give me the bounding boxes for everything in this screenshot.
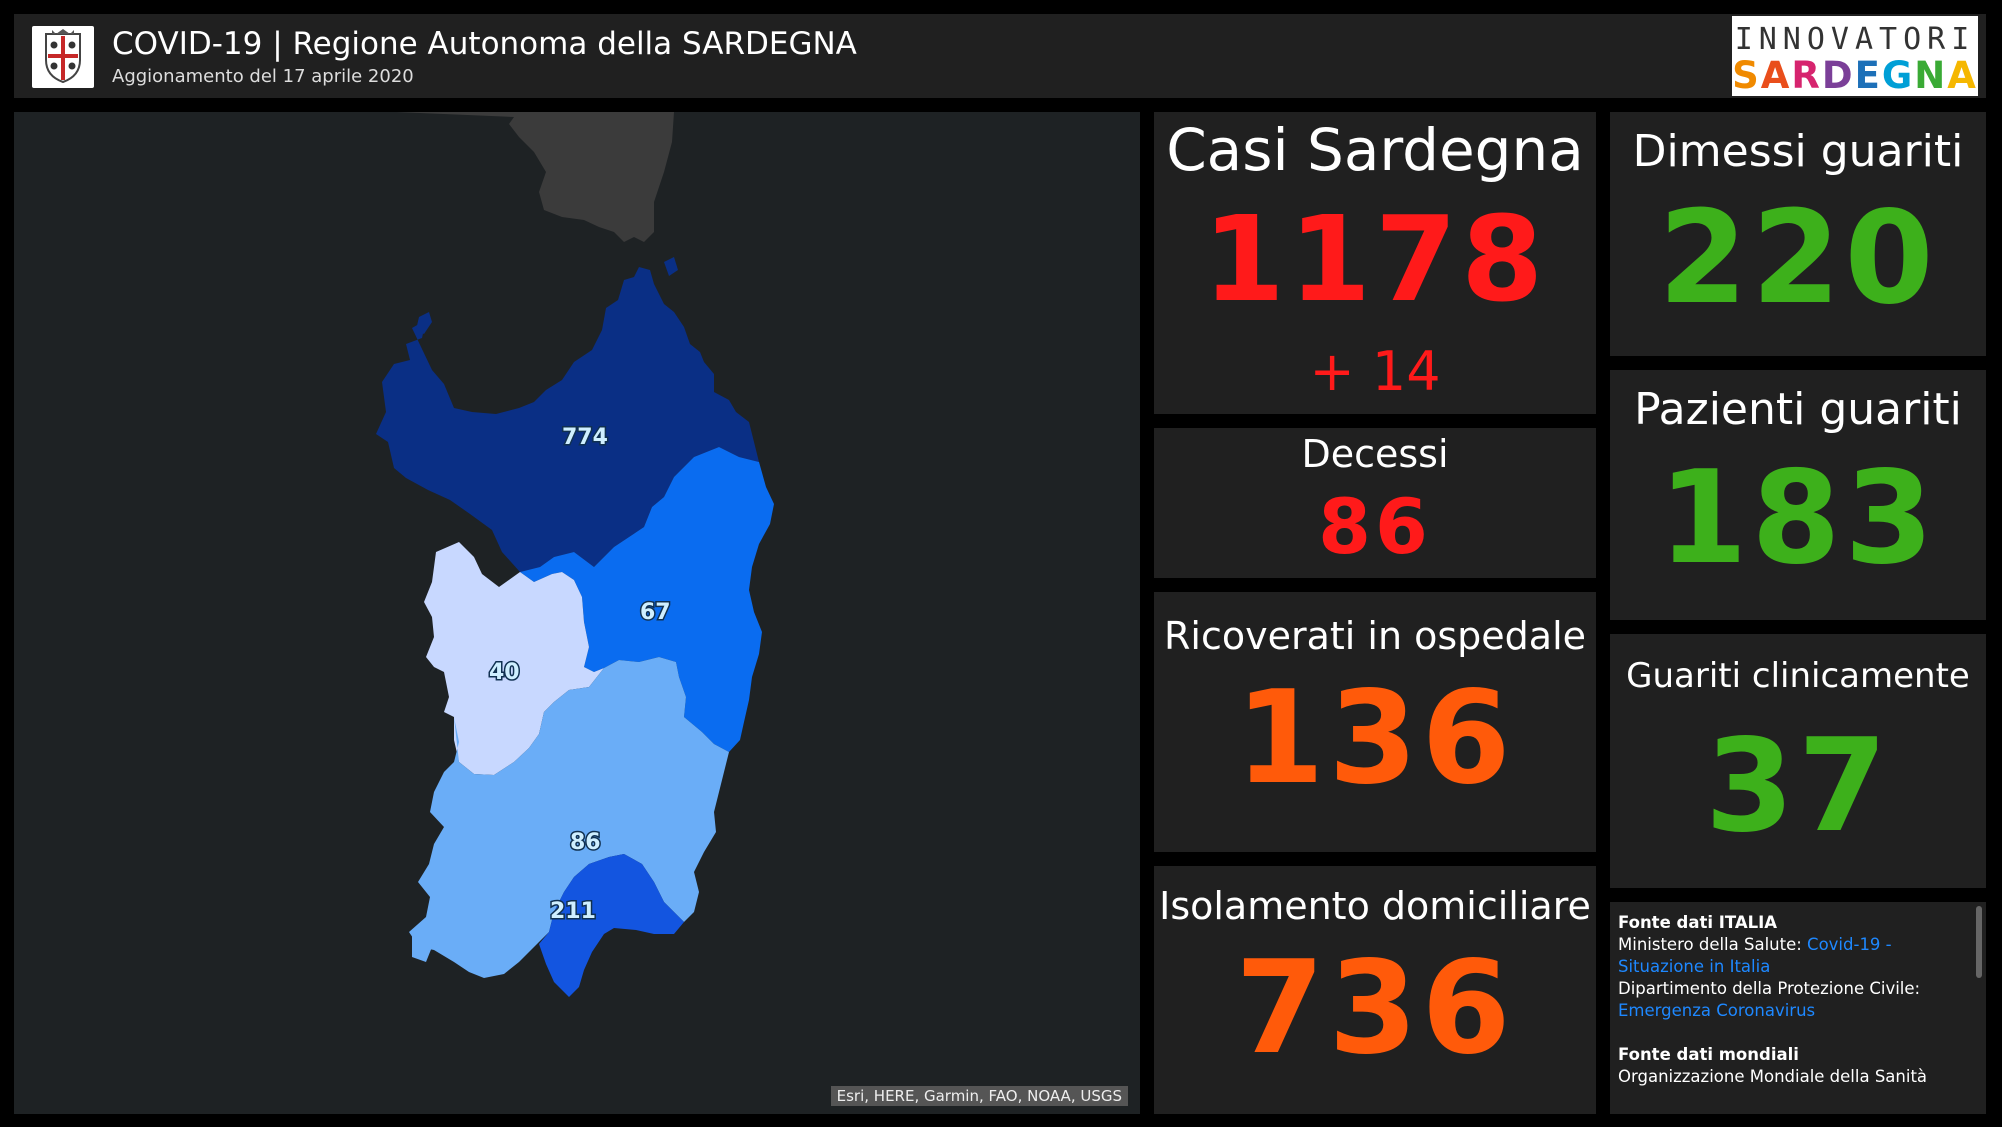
card-dimessi-value: 220 bbox=[1658, 184, 1938, 333]
map-label-oristano: 40 bbox=[489, 660, 520, 685]
card-casi-value: 1178 bbox=[1202, 190, 1548, 328]
logo-line-2: SARDEGNA bbox=[1732, 54, 1978, 97]
province-sud-sardegna[interactable] bbox=[409, 657, 729, 978]
card-casi-label: Casi Sardegna bbox=[1166, 116, 1584, 184]
card-clinicamente-label: Guariti clinicamente bbox=[1626, 656, 1970, 696]
fonte-italia-title: Fonte dati ITALIA bbox=[1618, 913, 1778, 932]
logo-line-1: INNOVATORI bbox=[1734, 22, 1976, 57]
update-date: Aggionamento del 17 aprile 2020 bbox=[112, 66, 414, 87]
card-ricoverati-value: 136 bbox=[1235, 664, 1515, 813]
province-sassari[interactable] bbox=[376, 267, 759, 572]
fonte-oms: Organizzazione Mondiale della Sanità bbox=[1618, 1067, 1928, 1086]
sources-scrollbar[interactable] bbox=[1976, 906, 1982, 978]
fonte-mondiali-title: Fonte dati mondiali bbox=[1618, 1045, 1799, 1064]
card-isolamento: Isolamento domiciliare 736 bbox=[1154, 866, 1596, 1114]
province-cagliari[interactable] bbox=[539, 854, 684, 997]
page-title: COVID-19 | Regione Autonoma della SARDEG… bbox=[112, 26, 857, 62]
card-pazienti-label: Pazienti guariti bbox=[1634, 384, 1962, 435]
card-decessi: Decessi 86 bbox=[1154, 428, 1596, 578]
card-dimessi-label: Dimessi guariti bbox=[1632, 126, 1964, 177]
ministero-text: Ministero della Salute: bbox=[1618, 935, 1808, 954]
card-isolamento-label: Isolamento domiciliare bbox=[1159, 884, 1591, 928]
card-casi-delta: + 14 bbox=[1309, 340, 1441, 403]
card-ricoverati-label: Ricoverati in ospedale bbox=[1163, 614, 1587, 658]
fonte-ministero: Ministero della Salute: Covid-19 - Situa… bbox=[1618, 934, 1978, 978]
protezione-text: Dipartimento della Protezione Civile: bbox=[1618, 979, 1921, 998]
province-nuoro[interactable] bbox=[520, 447, 774, 752]
card-clinicamente-value: 37 bbox=[1704, 712, 1892, 861]
map-label-cagliari: 211 bbox=[550, 899, 596, 924]
card-decessi-label: Decessi bbox=[1301, 432, 1449, 476]
province-oristano[interactable] bbox=[424, 542, 604, 775]
island-asinara bbox=[416, 312, 432, 334]
card-pazienti-value: 183 bbox=[1658, 444, 1938, 593]
card-ricoverati: Ricoverati in ospedale 136 bbox=[1154, 592, 1596, 852]
card-pazienti-guariti: Pazienti guariti 183 bbox=[1610, 370, 1986, 620]
map-label-sud-sardegna: 86 bbox=[570, 830, 601, 855]
card-decessi-value: 86 bbox=[1318, 482, 1432, 571]
map-label-nuoro: 67 bbox=[640, 600, 671, 625]
map-attribution[interactable]: Esri, HERE, Garmin, FAO, NOAA, USGS bbox=[830, 1086, 1128, 1106]
card-dimessi-guariti: Dimessi guariti 220 bbox=[1610, 112, 1986, 356]
sardinia-map[interactable]: 774 67 40 86 211 bbox=[14, 112, 1140, 1114]
fonte-protezione-civile: Dipartimento della Protezione Civile: Em… bbox=[1618, 978, 1978, 1022]
protezione-link[interactable]: Emergenza Coronavirus bbox=[1618, 1001, 1816, 1020]
card-guariti-clinicamente: Guariti clinicamente 37 bbox=[1610, 634, 1986, 888]
card-casi-sardegna: Casi Sardegna 1178 + 14 bbox=[1154, 112, 1596, 414]
header-bar: COVID-19 | Regione Autonoma della SARDEG… bbox=[14, 14, 1986, 98]
island-la-maddalena bbox=[664, 257, 678, 276]
sardinia-crest-logo bbox=[32, 26, 94, 88]
card-isolamento-value: 736 bbox=[1235, 934, 1515, 1083]
map-panel[interactable]: 774 67 40 86 211 Esri, HERE, Garmin, FAO… bbox=[14, 112, 1140, 1114]
innovatori-sardegna-logo[interactable]: INNOVATORI SARDEGNA bbox=[1732, 16, 1978, 97]
map-label-sassari: 774 bbox=[562, 425, 608, 450]
ministero-link[interactable]: Covid-19 - Situazione in Italia bbox=[1618, 935, 1892, 976]
data-sources-panel[interactable]: Fonte dati ITALIA Ministero della Salute… bbox=[1610, 902, 1986, 1114]
corsica-landmass bbox=[396, 112, 674, 242]
island-sant-antioco bbox=[412, 927, 434, 962]
